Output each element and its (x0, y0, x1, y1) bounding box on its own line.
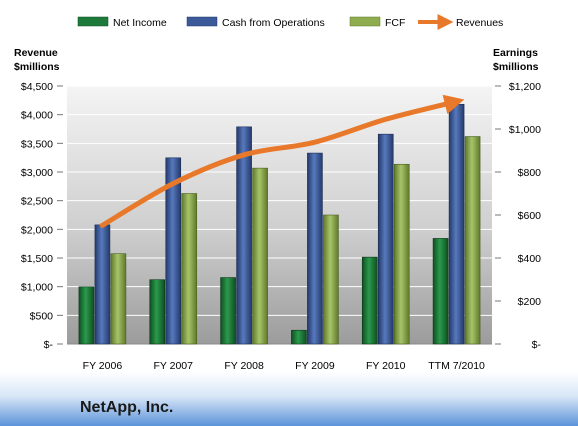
fcf-bar (252, 167, 268, 345)
net-income-bar (291, 329, 307, 345)
left-tick-label: $4,500 (21, 81, 53, 93)
legend: Net Income Cash from Operations FCF Reve… (77, 14, 503, 30)
legend-label-cash-from-operations: Cash from Operations (222, 17, 325, 29)
left-tick-label: $3,000 (21, 167, 53, 179)
footer-band (0, 372, 578, 426)
legend-swatch-fcf (349, 16, 381, 27)
x-tick-label: TTM 7/2010 (428, 360, 485, 372)
right-tick-label: $- (532, 339, 542, 351)
right-tick-label: $1,000 (509, 124, 541, 136)
left-axis-ticks: $- $500 $1,000 $1,500 $2,000 $2,500 $3,000 $3,5… (21, 81, 63, 351)
x-axis-ticks: FY 2006 FY 2007 FY 2008 FY 2009 FY 2010 TTM 7… (83, 360, 485, 372)
x-tick-label: FY 2006 (83, 360, 123, 372)
legend-label-revenues: Revenues (456, 17, 503, 29)
revenues-line (99, 94, 465, 228)
left-tick-label: $500 (30, 310, 54, 322)
left-axis-title-line1: Revenue (14, 47, 58, 59)
left-axis-title-line2: $millions (14, 61, 60, 73)
cash-from-operations-bar (165, 157, 182, 345)
net-income-bar (149, 279, 166, 345)
right-tick-label: $1,200 (509, 81, 541, 93)
net-income-bar (78, 286, 95, 345)
cash-from-operations-bar (236, 126, 252, 345)
left-tick-label: $2,000 (21, 224, 53, 236)
net-income-bar (220, 277, 236, 345)
left-tick-label: $3,500 (21, 138, 53, 150)
right-tick-label: $800 (518, 167, 542, 179)
company-name: NetApp, Inc. (80, 399, 173, 416)
fcf-bar (323, 214, 339, 345)
right-axis-title-line2: $millions (493, 61, 539, 73)
left-tick-label: $- (44, 339, 54, 351)
revenues-line-series (99, 94, 465, 228)
right-tick-label: $600 (518, 210, 542, 222)
right-axis-title-line1: Earnings (493, 47, 538, 59)
fcf-bar (181, 193, 198, 345)
cash-from-operations-bar (94, 224, 111, 345)
fcf-bar (110, 253, 127, 345)
fcf-bar (393, 163, 410, 345)
cash-from-operations-bar (448, 103, 465, 345)
bar-series (78, 103, 481, 345)
legend-label-net-income: Net Income (113, 17, 167, 29)
x-tick-label: FY 2010 (366, 360, 406, 372)
legend-swatch-net-income (77, 16, 109, 27)
x-tick-label: FY 2007 (153, 360, 193, 372)
right-axis-ticks: $- $200 $400 $600 $800 $1,000 $1,200 (495, 81, 541, 351)
right-tick-label: $400 (518, 253, 542, 265)
legend-swatch-cash-from-operations (186, 16, 218, 27)
plot-area (67, 86, 492, 344)
net-income-bar (361, 256, 378, 345)
left-tick-label: $4,000 (21, 110, 53, 122)
fcf-bar (464, 136, 481, 345)
right-tick-label: $200 (518, 296, 542, 308)
net-income-bar (432, 238, 449, 345)
cash-from-operations-bar (307, 152, 323, 345)
left-tick-label: $2,500 (21, 196, 53, 208)
legend-label-fcf: FCF (385, 17, 405, 29)
left-tick-label: $1,000 (21, 282, 53, 294)
x-tick-label: FY 2008 (224, 360, 264, 372)
left-tick-label: $1,500 (21, 253, 53, 265)
cash-from-operations-bar (377, 133, 394, 345)
x-tick-label: FY 2009 (295, 360, 335, 372)
